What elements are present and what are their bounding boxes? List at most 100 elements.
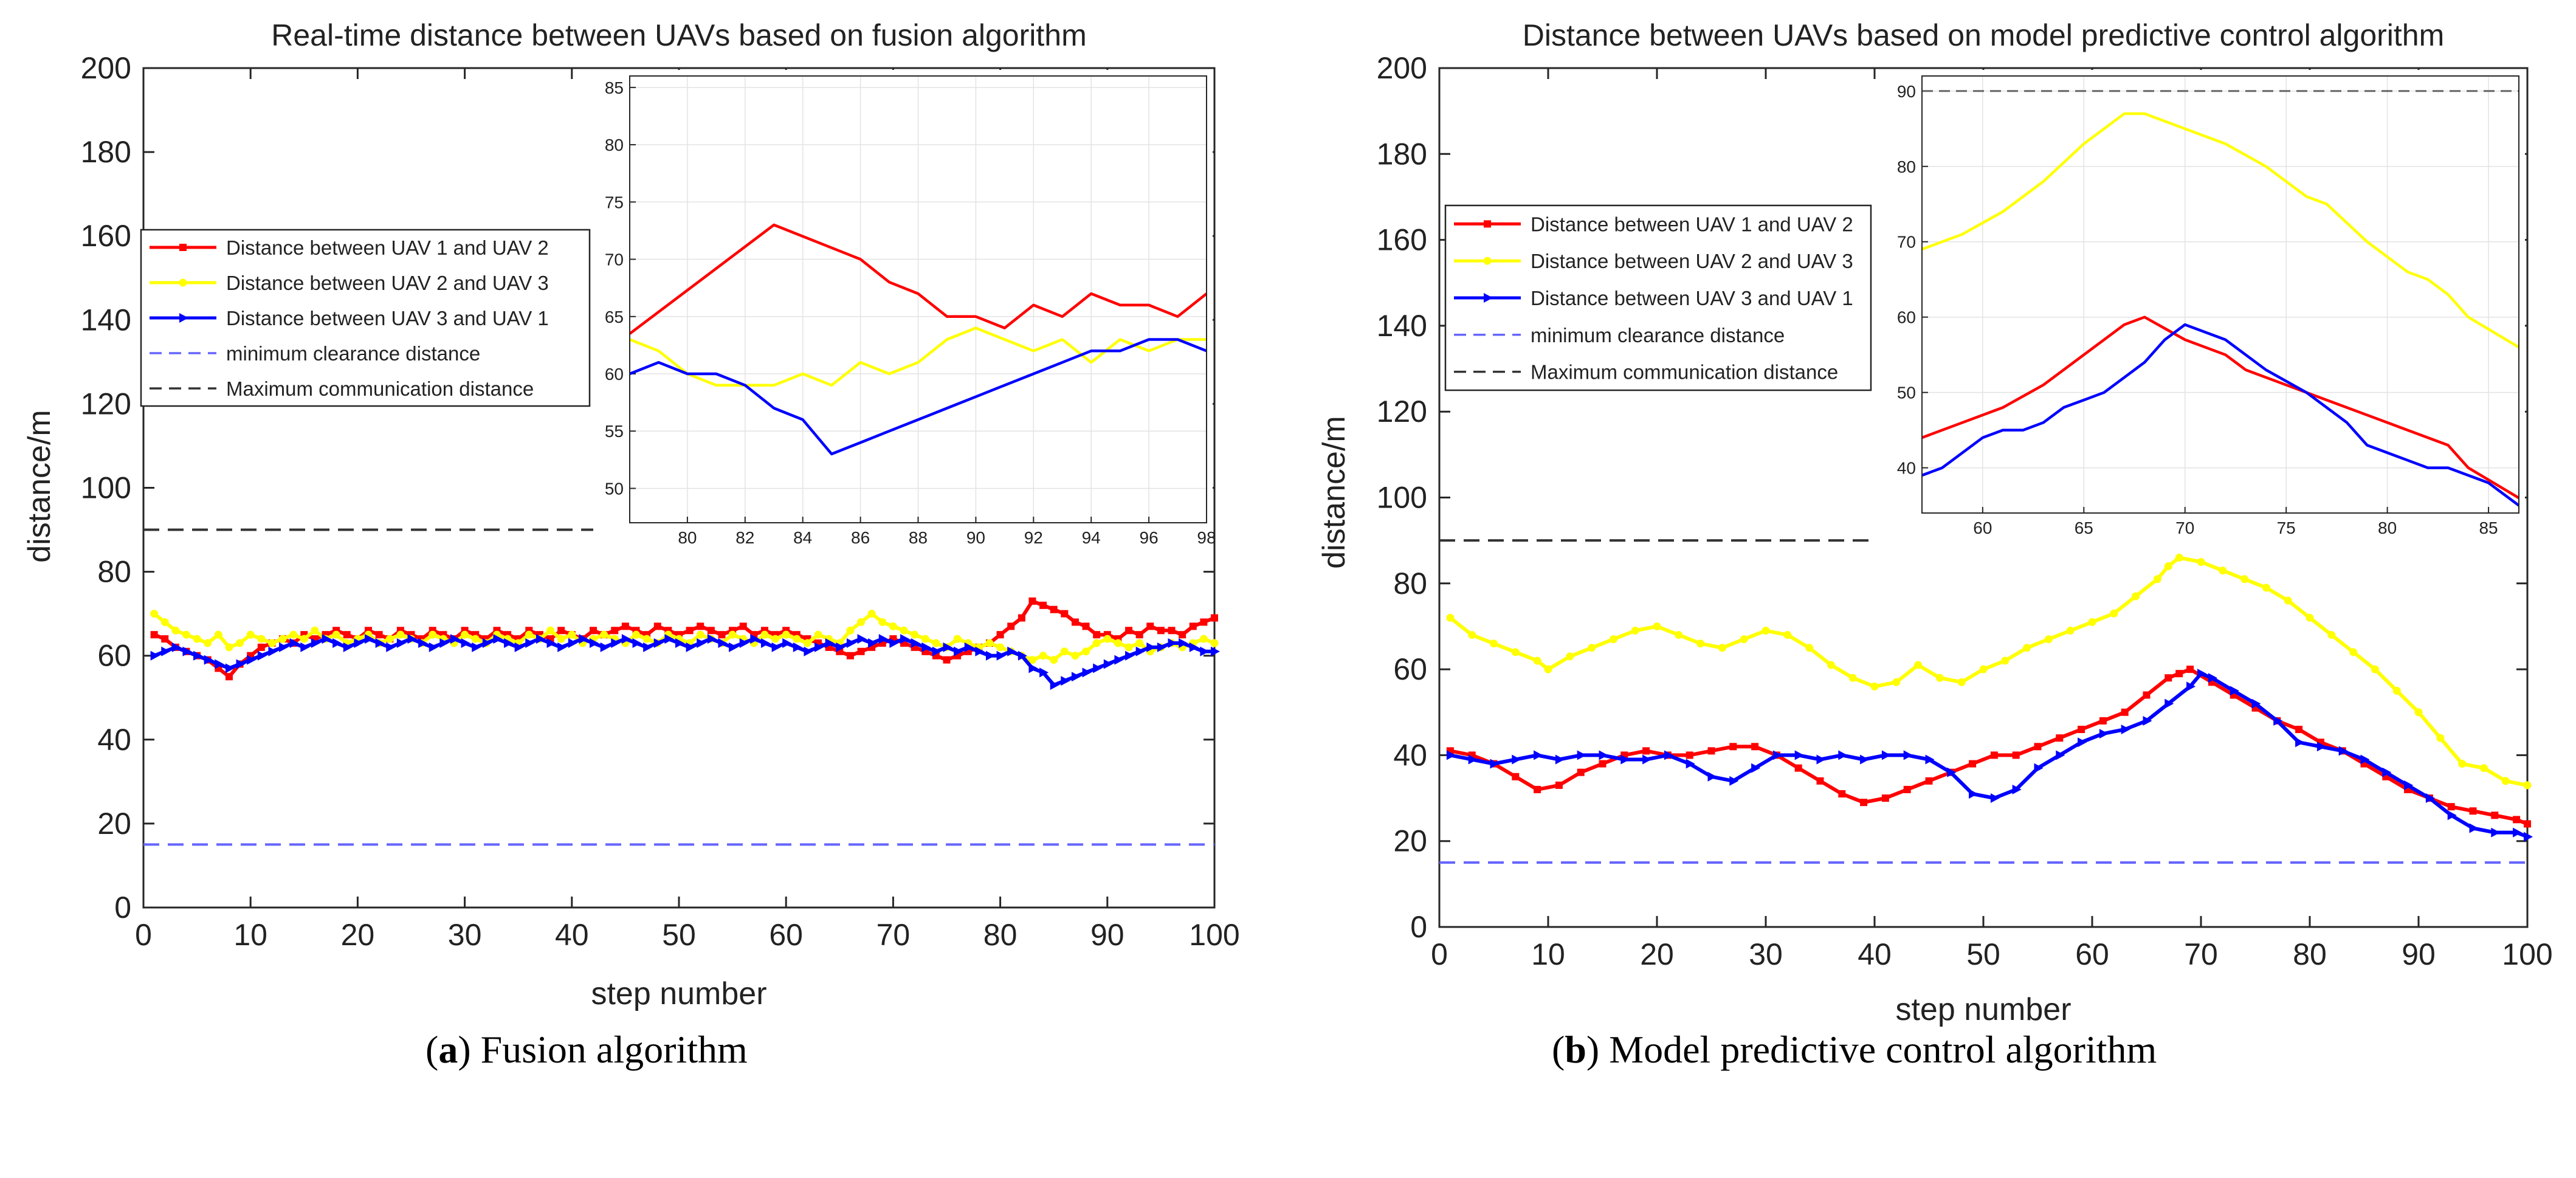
- inset-series-line-1: [629, 326, 1207, 387]
- data-point: [1490, 639, 1498, 648]
- data-point: [2110, 609, 2118, 618]
- y-tick-label: 200: [1377, 51, 1427, 85]
- data-point: [204, 655, 213, 665]
- data-point: [1039, 652, 1047, 660]
- data-point: [375, 638, 385, 648]
- data-point: [161, 646, 171, 656]
- data-point: [771, 635, 780, 643]
- data-point: [2524, 832, 2533, 842]
- inset-x-tick-label: 96: [1140, 528, 1159, 547]
- data-point: [2436, 734, 2445, 742]
- y-tick-label: 180: [81, 135, 131, 169]
- data-point: [600, 642, 610, 652]
- y-tick-label: 20: [1393, 824, 1427, 858]
- data-point: [289, 630, 298, 639]
- data-point: [889, 638, 899, 648]
- data-point: [932, 639, 940, 647]
- data-point: [2524, 820, 2531, 828]
- data-point: [803, 639, 811, 647]
- data-point: [182, 646, 192, 656]
- data-point: [728, 630, 737, 639]
- data-point: [1870, 682, 1879, 691]
- y-tick-label: 160: [81, 219, 131, 253]
- y-tick-label: 140: [1377, 309, 1427, 343]
- caption-b: (b) Model predictive control algorithm: [1552, 1028, 2157, 1071]
- data-point: [1446, 750, 1456, 760]
- legend-label: Distance between UAV 1 and UAV 2: [1531, 213, 1853, 235]
- data-point: [1914, 661, 1923, 669]
- data-point: [267, 639, 276, 647]
- data-point: [1935, 673, 1944, 682]
- inset-x-tick-label: 92: [1024, 528, 1043, 547]
- data-point: [215, 659, 224, 669]
- data-point: [375, 631, 383, 639]
- inset-series-line-2: [629, 338, 1207, 456]
- data-point: [2316, 742, 2326, 752]
- data-point: [332, 630, 340, 639]
- data-point: [643, 642, 653, 652]
- data-point: [1827, 661, 1835, 669]
- legend-marker: [179, 313, 188, 323]
- data-point: [2513, 816, 2521, 824]
- data-point: [2186, 666, 2194, 673]
- data-point: [2143, 691, 2151, 699]
- series-1: [1446, 553, 2532, 790]
- data-point: [900, 626, 908, 635]
- data-point: [1653, 622, 1661, 630]
- data-point: [664, 634, 674, 644]
- x-tick-label: 0: [135, 918, 152, 952]
- data-point: [514, 642, 524, 652]
- inset-x-tick-label: 85: [2479, 518, 2498, 537]
- chart-title: Distance between UAVs based on model pre…: [1523, 18, 2445, 52]
- data-point: [1729, 776, 1739, 786]
- legend-label: minimum clearance distance: [226, 342, 480, 365]
- x-tick-label: 20: [1640, 937, 1674, 971]
- data-point: [921, 635, 929, 643]
- data-point: [1718, 644, 1726, 652]
- data-point: [2327, 631, 2336, 639]
- data-point: [1114, 655, 1124, 665]
- data-point: [632, 638, 642, 648]
- caption-a: (a) Fusion algorithm: [425, 1028, 748, 1071]
- y-tick-label: 0: [114, 890, 131, 925]
- data-point: [1903, 785, 1911, 793]
- data-point: [1103, 635, 1112, 643]
- legend-label: Distance between UAV 2 and UAV 3: [1531, 250, 1853, 272]
- inset-y-tick-label: 40: [1897, 459, 1916, 478]
- data-point: [2284, 596, 2292, 605]
- inset-y-tick-label: 80: [605, 136, 624, 154]
- inset-x-tick-label: 88: [909, 528, 928, 547]
- data-point: [1555, 781, 1563, 789]
- x-tick-label: 40: [555, 918, 589, 952]
- data-point: [1061, 676, 1070, 686]
- data-point: [2164, 674, 2172, 682]
- chart-fusion: Real-time distance between UAVs based on…: [22, 18, 1240, 1011]
- data-point: [2414, 708, 2423, 717]
- data-point: [2056, 734, 2064, 742]
- data-point: [193, 635, 201, 643]
- data-point: [2240, 575, 2249, 584]
- data-point: [1772, 750, 1782, 760]
- data-point: [1125, 650, 1135, 661]
- data-point: [257, 643, 265, 651]
- data-point: [1007, 622, 1015, 630]
- data-point: [1686, 759, 1695, 769]
- x-tick-label: 40: [1858, 937, 1892, 971]
- data-point: [1566, 652, 1574, 661]
- y-tick-label: 120: [1377, 394, 1427, 429]
- data-point: [697, 622, 704, 630]
- data-point: [1794, 750, 1804, 760]
- x-tick-label: 90: [2402, 937, 2436, 971]
- data-point: [1848, 673, 1857, 682]
- data-point: [2447, 803, 2455, 811]
- data-point: [1082, 647, 1090, 656]
- data-point: [461, 630, 469, 639]
- data-point: [621, 622, 629, 630]
- x-tick-label: 50: [662, 918, 696, 952]
- x-tick-label: 60: [2075, 937, 2109, 971]
- data-point: [1707, 771, 1717, 782]
- data-point: [1050, 680, 1059, 691]
- inset-x-tick-label: 86: [851, 528, 870, 547]
- data-point: [1135, 639, 1144, 647]
- inset-x-tick-label: 80: [678, 528, 697, 547]
